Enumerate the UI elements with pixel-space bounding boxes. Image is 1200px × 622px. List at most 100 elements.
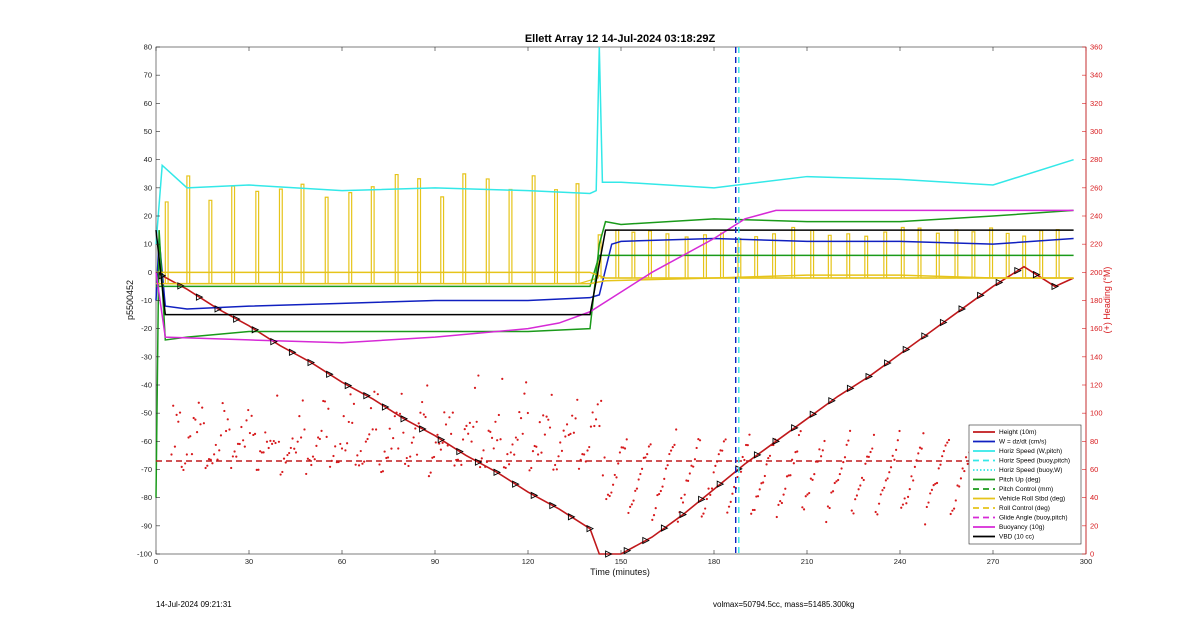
heading-point	[906, 495, 910, 498]
height-marker	[419, 425, 427, 433]
heading-point	[383, 450, 386, 453]
heading-point	[601, 474, 604, 477]
height-marker	[195, 293, 204, 301]
heading-point	[792, 462, 795, 465]
y-tick-label: -20	[141, 324, 152, 333]
height-marker	[642, 536, 650, 545]
heading-point	[231, 455, 234, 458]
heading-point	[901, 503, 905, 506]
heading-point	[536, 453, 540, 456]
legend-label: VBD (10 cc)	[999, 534, 1034, 541]
heading-point	[540, 451, 543, 454]
y-right-tick-label: 40	[1090, 493, 1098, 502]
heading-point	[185, 453, 188, 456]
heading-point	[639, 472, 642, 476]
heading-point	[668, 452, 671, 456]
heading-point	[427, 475, 431, 478]
heading-point	[935, 481, 939, 485]
heading-point	[669, 449, 673, 452]
heading-point	[521, 432, 524, 435]
heading-point	[438, 442, 441, 445]
y-right-tick-label: 300	[1090, 127, 1103, 136]
heading-point	[342, 415, 345, 418]
height-marker	[307, 358, 316, 367]
heading-point	[327, 407, 330, 410]
x-axis-label: Time (minutes)	[590, 567, 650, 577]
heading-point	[224, 429, 228, 433]
heading-point	[605, 497, 608, 501]
heading-point	[594, 418, 598, 421]
heading-point	[808, 491, 811, 495]
heading-point	[596, 403, 599, 406]
heading-point	[405, 456, 408, 460]
heading-point	[429, 471, 432, 474]
legend-label: Horiz Speed (buoy,pitch)	[999, 458, 1070, 465]
x-tick-label: 60	[338, 557, 346, 566]
heading-point	[228, 428, 231, 431]
heading-point	[189, 435, 192, 438]
heading-point	[709, 493, 712, 496]
heading-point	[652, 514, 656, 517]
heading-point	[368, 433, 371, 436]
heading-point	[422, 413, 425, 416]
heading-point	[656, 493, 659, 497]
heading-point	[184, 462, 187, 465]
heading-point	[284, 461, 287, 464]
heading-point	[538, 421, 541, 424]
y-right-tick-label: 20	[1090, 521, 1098, 530]
height-marker	[679, 510, 688, 519]
heading-point	[646, 453, 649, 456]
heading-point	[787, 474, 790, 477]
heading-point	[879, 493, 882, 496]
heading-point	[170, 453, 173, 456]
footer-timestamp: 14-Jul-2024 09:21:31	[156, 600, 232, 609]
legend-label: Horiz Speed (buoy,W)	[999, 467, 1062, 474]
y-right-tick-label: 80	[1090, 437, 1098, 446]
heading-point	[724, 438, 727, 441]
heading-point	[710, 487, 714, 490]
heading-point	[276, 394, 279, 397]
heading-point	[448, 416, 451, 419]
heading-point	[825, 520, 828, 524]
heading-point	[439, 448, 442, 451]
heading-point	[685, 479, 688, 482]
heading-point	[380, 470, 383, 474]
heading-point	[780, 501, 783, 505]
height-marker	[549, 501, 557, 510]
heading-point	[562, 429, 565, 432]
series-w-dz-dt-cm-s	[155, 237, 1074, 310]
heading-point	[557, 455, 560, 458]
legend-label: Pitch Up (deg)	[999, 477, 1041, 484]
height-marker	[753, 451, 762, 459]
heading-point	[415, 453, 419, 456]
x-tick-label: 120	[522, 557, 535, 566]
y-right-tick-label: 140	[1090, 352, 1103, 361]
heading-point	[854, 498, 857, 501]
heading-point	[947, 438, 951, 442]
heading-point	[499, 438, 502, 441]
legend-label: W = dz/dt (cm/s)	[999, 439, 1047, 446]
heading-point	[277, 440, 281, 443]
heading-point	[695, 446, 698, 450]
heading-point	[886, 477, 889, 480]
y-tick-label: 50	[144, 127, 152, 136]
height-marker	[605, 550, 613, 558]
heading-point	[818, 448, 821, 451]
heading-point	[830, 491, 833, 494]
heading-point	[221, 401, 224, 405]
heading-point	[775, 515, 778, 519]
legend-label: Horiz Speed (W,pitch)	[999, 448, 1062, 455]
heading-point	[525, 381, 528, 384]
heading-point	[932, 483, 935, 487]
heading-point	[504, 466, 507, 469]
x-tick-label: 90	[431, 557, 439, 566]
y-right-tick-label: 0	[1090, 550, 1094, 559]
heading-point	[560, 449, 564, 452]
heading-point	[874, 510, 877, 514]
heading-point	[866, 455, 869, 458]
heading-point	[763, 474, 766, 478]
heading-point	[937, 467, 940, 470]
y-axis-label: p5500452	[125, 280, 135, 320]
heading-point	[470, 440, 473, 443]
heading-point	[322, 399, 325, 403]
